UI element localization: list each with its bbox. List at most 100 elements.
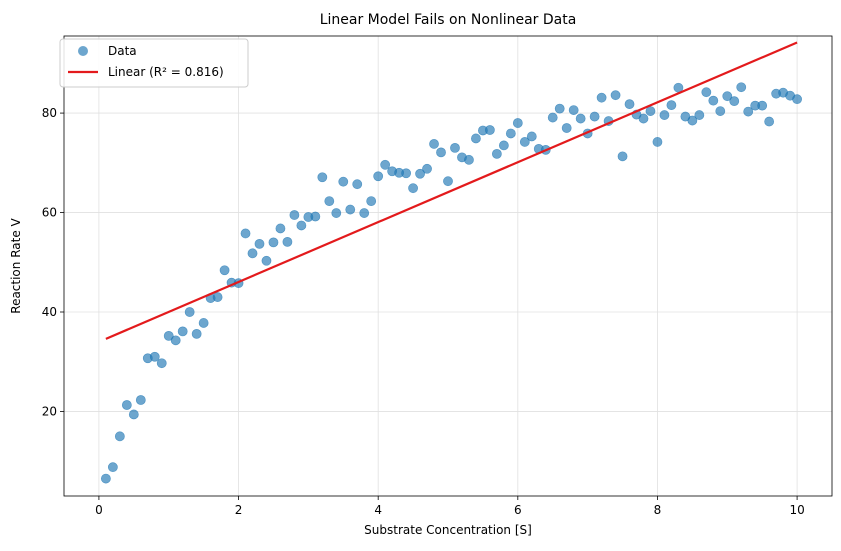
data-point <box>743 106 754 117</box>
data-point <box>687 115 698 126</box>
data-point <box>561 123 572 133</box>
data-point <box>289 210 300 220</box>
data-point <box>177 326 188 337</box>
data-point <box>617 151 628 162</box>
data-point <box>554 103 565 114</box>
legend-label-data: Data <box>108 44 137 58</box>
data-point <box>247 248 258 259</box>
data-point <box>198 318 209 328</box>
data-point <box>610 90 621 101</box>
data-point <box>547 112 558 123</box>
data-point <box>170 335 181 346</box>
data-point <box>415 168 425 179</box>
x-tick-label: 10 <box>789 503 804 517</box>
data-point <box>240 228 251 239</box>
data-point <box>722 91 733 102</box>
data-point <box>666 100 677 111</box>
data-point <box>471 133 481 144</box>
data-point <box>163 330 174 341</box>
y-tick-label: 40 <box>42 305 57 319</box>
data-point <box>596 92 607 103</box>
data-point <box>484 125 495 135</box>
data-point <box>345 204 356 215</box>
data-point <box>422 163 432 174</box>
data-point <box>212 292 223 302</box>
grid <box>64 36 832 496</box>
data-point <box>275 223 286 234</box>
data-point <box>568 105 579 115</box>
data-point <box>436 147 446 158</box>
x-tick-label: 0 <box>95 503 103 517</box>
data-point <box>512 118 523 128</box>
data-point <box>729 96 740 107</box>
y-tick-label: 20 <box>42 404 57 418</box>
axis-ticks: 0 2 4 6 8 10 20 40 60 80 <box>42 106 805 517</box>
data-point <box>359 208 370 218</box>
data-point <box>498 140 509 151</box>
data-point <box>331 208 342 218</box>
data-point <box>757 100 768 111</box>
data-point <box>149 351 160 362</box>
legend: Data Linear (R² = 0.816) <box>59 38 249 88</box>
x-tick-label: 4 <box>374 503 382 517</box>
data-point <box>128 409 139 420</box>
data-point <box>652 137 663 147</box>
plot-area <box>100 41 802 484</box>
data-point <box>121 400 132 410</box>
data-point <box>715 106 726 116</box>
legend-box <box>59 38 249 88</box>
data-point <box>401 168 412 179</box>
data-point <box>792 94 802 105</box>
data-point <box>624 99 635 110</box>
y-axis-label: Reaction Rate V <box>9 217 23 313</box>
data-point <box>338 176 349 187</box>
data-point <box>694 110 705 120</box>
data-point <box>526 131 537 142</box>
data-point <box>310 211 321 222</box>
data-point <box>107 462 118 473</box>
y-tick-label: 80 <box>42 106 57 120</box>
data-point <box>764 116 775 127</box>
x-tick-label: 8 <box>654 503 662 517</box>
data-point <box>254 238 265 249</box>
data-point <box>491 148 502 159</box>
x-tick-label: 6 <box>514 503 522 517</box>
data-point <box>659 110 670 120</box>
chart-title: Linear Model Fails on Nonlinear Data <box>320 12 577 28</box>
data-point <box>464 154 474 165</box>
data-point <box>708 95 719 106</box>
data-point <box>429 139 439 149</box>
data-point <box>352 179 363 190</box>
data-point <box>268 237 279 248</box>
data-point <box>443 176 453 187</box>
data-point <box>100 473 111 484</box>
data-point <box>261 255 272 266</box>
data-point <box>156 358 167 369</box>
data-point <box>519 137 530 147</box>
linear-fit-line <box>105 41 798 340</box>
axes-frame <box>63 35 833 497</box>
x-axis-label: Substrate Concentration [S] <box>364 523 532 537</box>
data-point <box>638 113 649 124</box>
data-point <box>450 142 460 153</box>
data-point <box>373 171 384 182</box>
data-point <box>296 220 307 231</box>
legend-label-fit: Linear (R² = 0.816) <box>108 65 224 79</box>
data-point <box>505 128 516 139</box>
data-point <box>575 113 586 124</box>
data-point <box>324 196 335 207</box>
data-point <box>114 431 125 442</box>
legend-marker-data <box>78 46 88 56</box>
data-point <box>191 328 202 339</box>
x-tick-label: 2 <box>235 503 243 517</box>
y-tick-label: 60 <box>42 206 57 220</box>
data-point <box>589 111 600 122</box>
data-point <box>366 196 377 207</box>
data-point <box>380 159 391 170</box>
data-point <box>135 395 146 405</box>
data-point <box>408 183 418 194</box>
data-point <box>701 87 712 98</box>
data-point <box>184 307 195 317</box>
